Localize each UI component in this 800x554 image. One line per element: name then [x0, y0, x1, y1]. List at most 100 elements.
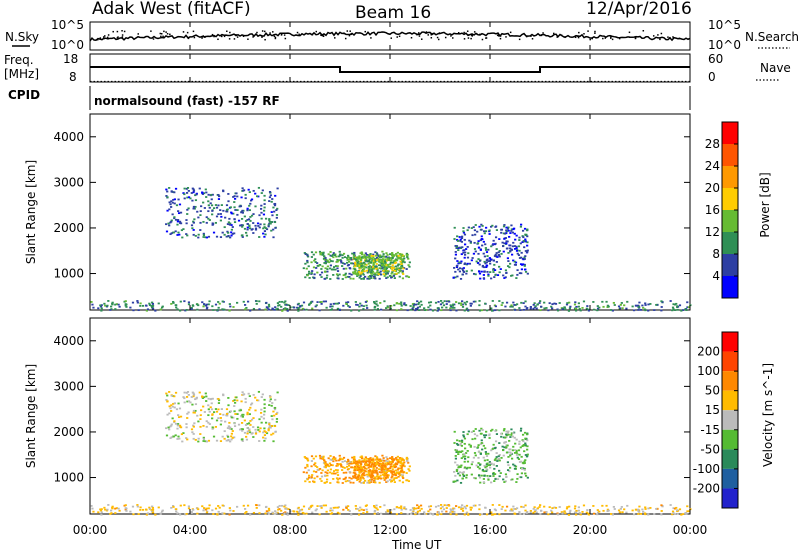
- power-point: [515, 245, 518, 248]
- power-point: [111, 301, 114, 304]
- velocity-point: [202, 405, 205, 408]
- colorbar-segment: [722, 468, 738, 489]
- power-point: [354, 265, 357, 268]
- velocity-point: [335, 465, 338, 467]
- power-point: [353, 253, 356, 256]
- power-point: [411, 303, 415, 305]
- power-point: [407, 257, 410, 260]
- nsearch-dot: [574, 36, 577, 39]
- power-point: [281, 300, 284, 303]
- power-point: [489, 258, 492, 261]
- power-point: [271, 198, 274, 200]
- power-point: [460, 304, 463, 306]
- velocity-point: [634, 508, 637, 511]
- power-point: [482, 252, 485, 255]
- power-point: [423, 309, 427, 312]
- power-point: [519, 309, 522, 311]
- velocity-point: [365, 457, 369, 460]
- velocity-point: [181, 440, 184, 443]
- power-point: [355, 258, 358, 260]
- velocity-point: [449, 513, 452, 516]
- velocity-point: [269, 426, 272, 429]
- velocity-point: [159, 512, 162, 515]
- power-point: [487, 260, 490, 263]
- power-point: [388, 274, 392, 277]
- power-point: [389, 307, 392, 310]
- velocity-point: [514, 465, 518, 468]
- velocity-point: [385, 481, 388, 483]
- velocity-point: [225, 413, 229, 415]
- power-point: [672, 303, 675, 306]
- velocity-point: [473, 452, 477, 454]
- velocity-point: [217, 397, 220, 400]
- power-point: [368, 254, 371, 256]
- velocity-point: [551, 507, 554, 510]
- power-point: [189, 197, 192, 200]
- power-point: [524, 268, 527, 271]
- power-point: [518, 239, 521, 241]
- power-point: [359, 302, 362, 305]
- velocity-point: [242, 393, 245, 396]
- velocity-point: [141, 508, 145, 511]
- velocity-point: [366, 475, 369, 478]
- velocity-point: [287, 508, 290, 510]
- velocity-point: [492, 473, 495, 475]
- power-point: [463, 301, 466, 304]
- velocity-point: [170, 423, 173, 426]
- power-point: [500, 252, 503, 255]
- velocity-point: [306, 463, 309, 466]
- velocity-point: [358, 470, 361, 473]
- velocity-point: [350, 462, 353, 465]
- nsearch-dot: [594, 32, 596, 34]
- power-point: [177, 231, 180, 234]
- velocity-point: [507, 433, 510, 436]
- power-point: [568, 301, 571, 304]
- nsearch-dot: [298, 33, 300, 36]
- nsearch-dot: [121, 36, 124, 38]
- velocity-point: [523, 469, 526, 471]
- power-point: [167, 222, 170, 225]
- velocity-point: [397, 461, 400, 464]
- power-point: [392, 255, 395, 258]
- velocity-point: [653, 513, 656, 515]
- power-point: [242, 300, 245, 303]
- power-point: [477, 262, 480, 264]
- velocity-point: [637, 510, 640, 513]
- power-point: [521, 229, 525, 232]
- power-point: [512, 259, 515, 262]
- power-point: [177, 212, 181, 215]
- velocity-point: [223, 512, 226, 515]
- velocity-point: [680, 513, 683, 516]
- velocity-point: [111, 507, 114, 510]
- velocity-point: [478, 429, 481, 432]
- power-point: [263, 194, 266, 197]
- power-point: [360, 262, 363, 265]
- power-point: [254, 192, 257, 195]
- power-point: [211, 193, 214, 196]
- power-point: [151, 307, 155, 310]
- power-point: [491, 224, 494, 227]
- velocity-point: [384, 462, 387, 465]
- power-point: [243, 215, 246, 218]
- power-point: [391, 271, 394, 274]
- velocity-point: [192, 411, 195, 414]
- velocity-point: [259, 411, 263, 414]
- power-point: [347, 305, 350, 307]
- velocity-point: [336, 471, 339, 474]
- power-point: [445, 306, 448, 309]
- power-point: [480, 238, 483, 240]
- velocity-point: [256, 399, 259, 402]
- power-point: [488, 257, 491, 259]
- velocity-point: [460, 444, 463, 447]
- velocity-point: [176, 423, 180, 425]
- velocity-point: [117, 507, 120, 510]
- velocity-point: [218, 506, 221, 509]
- velocity-point: [329, 471, 332, 474]
- velocity-point: [441, 505, 444, 508]
- velocity-point: [381, 471, 384, 473]
- velocity-point: [362, 482, 365, 484]
- power-point: [219, 209, 222, 211]
- power-point: [506, 257, 510, 260]
- power-point: [478, 272, 482, 275]
- velocity-point: [312, 457, 315, 460]
